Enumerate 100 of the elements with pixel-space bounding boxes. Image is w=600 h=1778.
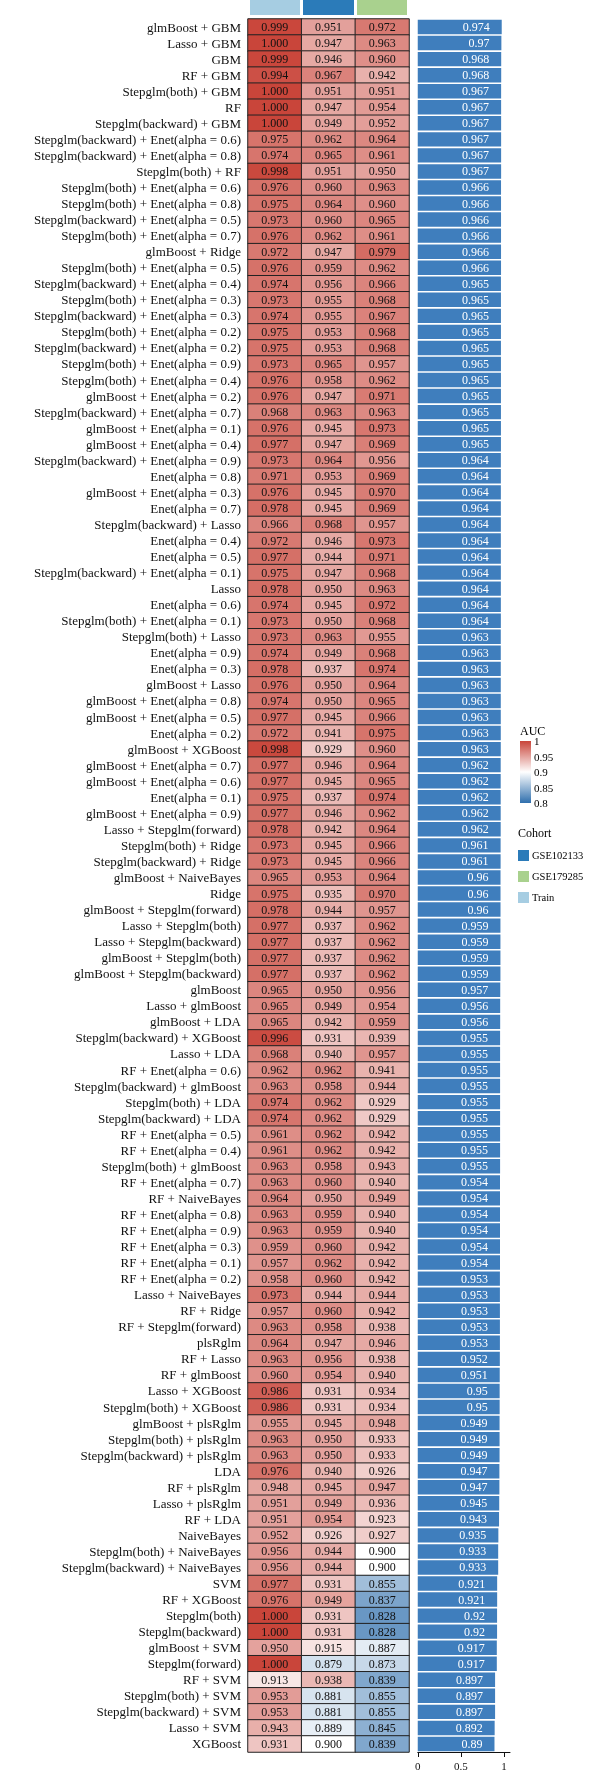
data-label: 0.961	[461, 854, 489, 869]
data-label: 0.943	[368, 1159, 396, 1174]
data-label: 0.966	[462, 244, 490, 259]
data-label: 0.942	[368, 1303, 396, 1318]
y-tick-label: LDA	[214, 1463, 242, 1479]
y-tick-label: Stepglm(both) + glmBoost	[101, 1158, 242, 1174]
data-label: 0.964	[368, 758, 396, 773]
data-label: 1.000	[261, 1608, 289, 1623]
data-label: 0.963	[261, 1448, 289, 1463]
data-label: 0.964	[461, 533, 489, 548]
data-label: 0.945	[315, 421, 342, 436]
data-label: 0.973	[261, 357, 289, 371]
data-label: 0.956	[261, 1544, 289, 1559]
data-label: 0.943	[460, 1512, 488, 1527]
data-label: 0.933	[459, 1560, 487, 1575]
data-label: 0.964	[461, 581, 489, 596]
data-label: 0.942	[368, 1127, 396, 1142]
data-label: 0.963	[461, 661, 489, 676]
data-label: 0.963	[461, 677, 489, 692]
data-label: 0.964	[261, 1191, 289, 1206]
data-label: 0.977	[261, 806, 289, 821]
data-label: 0.929	[315, 742, 342, 757]
data-label: 0.964	[461, 597, 489, 612]
data-label: 0.977	[261, 966, 289, 981]
y-tick-label: glmBoost + Enet(alpha = 0.6)	[85, 773, 241, 789]
data-label: 0.955	[461, 1143, 489, 1158]
data-label: 0.946	[368, 1335, 396, 1350]
y-tick-label: RF + Enet(alpha = 0.9)	[120, 1223, 241, 1238]
y-tick-label: Stepglm(backward) + Enet(alpha = 0.6)	[33, 131, 241, 147]
data-label: 0.968	[368, 565, 396, 580]
data-label: 0.937	[315, 661, 342, 676]
data-label: 0.947	[460, 1464, 488, 1479]
y-tick-label: Enet(alpha = 0.8)	[150, 468, 241, 484]
data-label: 0.973	[368, 421, 396, 436]
data-label: 0.959	[461, 950, 489, 965]
data-label: 1.000	[261, 84, 289, 99]
data-label: 0.837	[368, 1592, 396, 1607]
data-label: 0.959	[315, 1223, 342, 1238]
data-label: 0.949	[315, 645, 342, 660]
y-tick-label: RF + plsRglm	[167, 1479, 241, 1495]
y-tick-label: Lasso + Stepglm(forward)	[103, 821, 241, 837]
data-label: 0.977	[261, 934, 289, 949]
data-label: 0.969	[368, 469, 396, 484]
data-label: 0.89	[461, 1736, 483, 1751]
data-label: 0.955	[461, 1079, 489, 1094]
data-label: 0.889	[315, 1720, 342, 1735]
data-label: 0.960	[261, 1367, 289, 1382]
data-label: 0.951	[368, 84, 396, 99]
data-label: 0.964	[315, 453, 342, 468]
data-label: 0.965	[461, 405, 489, 420]
data-label: 0.965	[368, 774, 396, 789]
data-label: 0.940	[368, 1223, 396, 1238]
data-label: 0.953	[460, 1271, 488, 1286]
y-tick-label: glmBoost + SVM	[148, 1640, 242, 1656]
data-label: 0.959	[368, 1014, 396, 1029]
data-label: 0.979	[368, 244, 396, 259]
data-label: 0.957	[261, 1303, 289, 1318]
data-label: 0.941	[368, 1063, 396, 1078]
data-label: 0.973	[261, 292, 289, 307]
data-label: 0.956	[368, 453, 396, 468]
data-label: 0.962	[315, 228, 342, 243]
data-label: 0.968	[462, 52, 490, 67]
data-label: 0.897	[456, 1688, 484, 1703]
data-label: 0.957	[368, 902, 396, 917]
data-label: 0.946	[315, 806, 342, 821]
data-label: 0.897	[456, 1672, 484, 1687]
y-tick-label: Stepglm(backward) + Enet(alpha = 0.5)	[33, 212, 241, 228]
data-label: 0.962	[368, 260, 396, 275]
color-bar-label: 0.9	[534, 765, 548, 779]
data-label: 0.947	[315, 389, 342, 404]
data-label: 0.845	[368, 1720, 396, 1735]
y-tick-label: Stepglm(both) + Ridge	[121, 837, 242, 853]
data-label: 0.968	[368, 324, 396, 339]
data-label: 0.964	[368, 822, 396, 837]
data-label: 0.938	[315, 1672, 342, 1687]
y-tick-label: glmBoost + GBM	[146, 19, 242, 35]
data-label: 0.965	[461, 276, 489, 291]
data-label: 0.839	[368, 1736, 396, 1751]
data-label: 0.828	[368, 1608, 396, 1623]
data-label: 0.949	[460, 1432, 488, 1447]
data-label: 0.963	[461, 742, 489, 757]
y-tick-label: glmBoost + Enet(alpha = 0.7)	[85, 757, 241, 773]
data-label: 0.953	[315, 469, 342, 484]
data-label: 0.926	[315, 1528, 342, 1543]
data-label: 1.000	[261, 100, 289, 115]
data-label: 0.950	[261, 1640, 289, 1655]
data-label: 0.941	[315, 726, 342, 741]
y-tick-label: Stepglm(backward) + Enet(alpha = 0.1)	[33, 565, 241, 581]
y-tick-label: Lasso + Stepglm(both)	[121, 918, 241, 934]
x-tick-label: 0.5	[453, 1759, 469, 1772]
data-label: 0.900	[368, 1544, 396, 1559]
data-label: 0.945	[460, 1496, 488, 1511]
data-label: 0.968	[368, 645, 396, 660]
data-label: 0.977	[261, 774, 289, 789]
y-tick-label: Stepglm(both)	[165, 1608, 241, 1624]
data-label: 0.960	[368, 196, 396, 211]
data-label: 0.961	[368, 148, 396, 163]
data-label: 0.966	[462, 212, 490, 227]
data-label: 0.965	[315, 148, 342, 163]
y-tick-label: Stepglm(both) + SVM	[123, 1688, 242, 1704]
